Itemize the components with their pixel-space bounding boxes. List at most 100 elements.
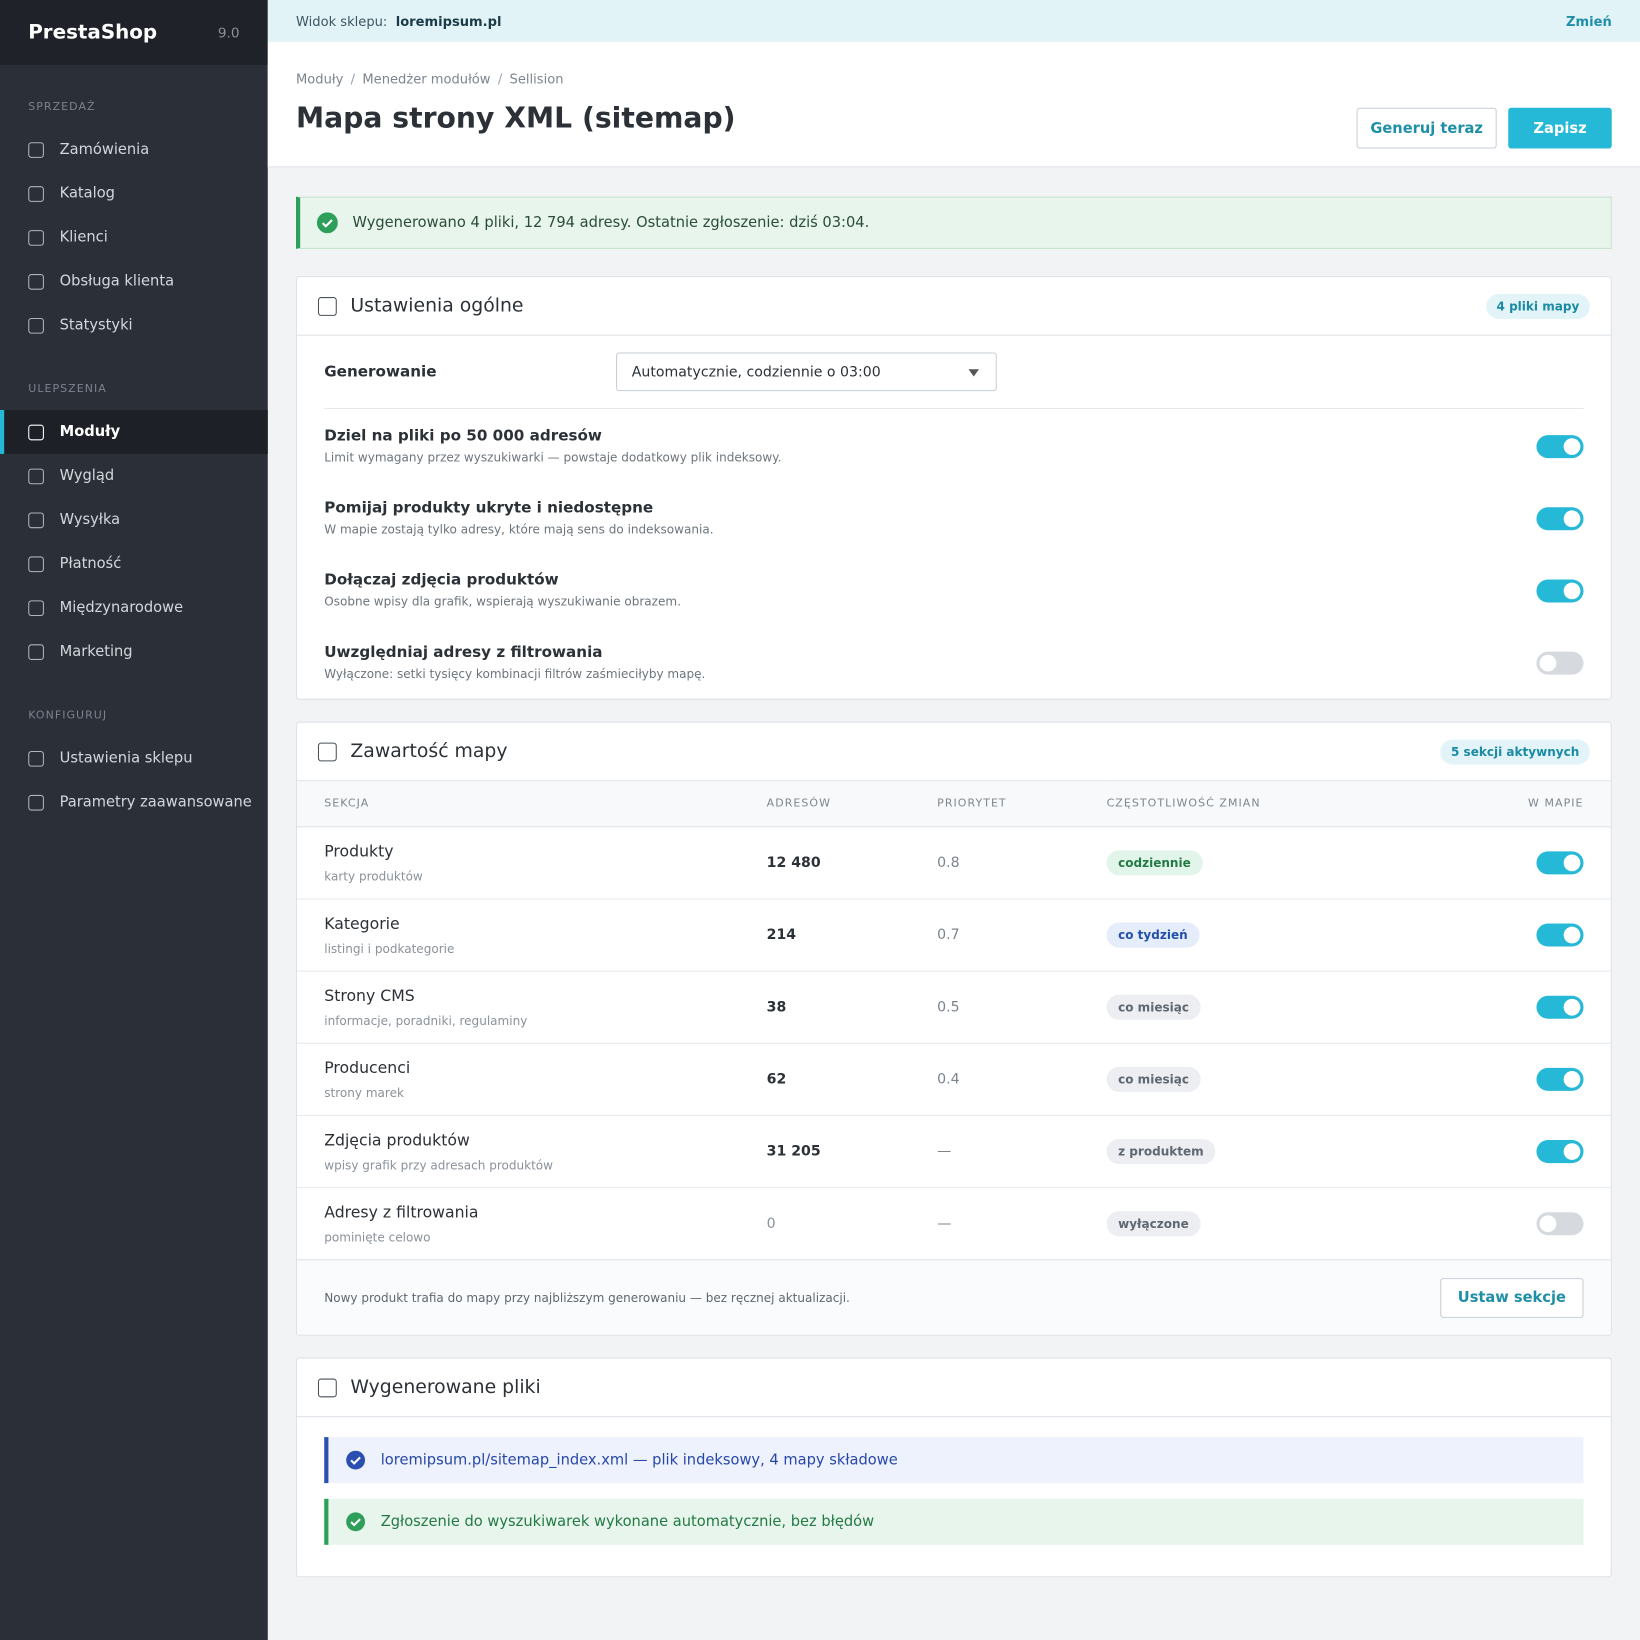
section-name: Adresy z filtrowania xyxy=(324,1202,479,1222)
menu-item[interactable]: Międzynarodowe xyxy=(0,586,268,630)
check-icon xyxy=(346,1450,366,1470)
toggle[interactable] xyxy=(1536,1211,1584,1235)
menu-label: Moduły xyxy=(59,423,121,441)
card-header: Zawartość mapy 5 sekcji aktywnych xyxy=(297,723,1611,782)
sections-button[interactable]: Ustaw sekcje xyxy=(1440,1277,1584,1318)
option-title: Uwzględniaj adresy z filtrowania xyxy=(324,644,603,662)
option-title: Pomijaj produkty ukryte i niedostępne xyxy=(324,499,654,517)
section-cell: Zdjęcia produktów wpisy grafik przy adres… xyxy=(297,1114,766,1188)
brand[interactable]: PrestaShop xyxy=(28,20,158,44)
menu-icon xyxy=(28,141,44,158)
section-desc: wpisy grafik przy adresach produktów xyxy=(324,1157,554,1172)
menu-icon xyxy=(28,643,44,660)
general-card: Ustawienia ogólne 4 pliki mapy Generowan… xyxy=(295,276,1612,700)
urls-cell: 214 xyxy=(765,898,937,972)
menu-item[interactable]: Statystyki xyxy=(0,303,268,347)
frequency-pill: codziennie xyxy=(1106,849,1203,875)
menu-icon xyxy=(28,794,44,811)
frequency-cell: co miesiąc xyxy=(1105,970,1435,1044)
menu-label: Wygląd xyxy=(59,467,115,485)
menu-label: Obsługa klienta xyxy=(59,272,175,290)
card-icon xyxy=(317,1377,337,1397)
menu-label: Parametry zaawansowane xyxy=(59,793,252,811)
urls-cell: 31 205 xyxy=(765,1114,937,1188)
toggle-cell xyxy=(1434,898,1611,972)
menu-item[interactable]: Moduły xyxy=(0,410,268,454)
menu-item[interactable]: Ustawienia sklepu xyxy=(0,736,268,780)
shop-link[interactable]: loremipsum.pl xyxy=(395,13,502,29)
menu-item[interactable]: Obsługa klienta xyxy=(0,259,268,303)
option-desc: Osobne wpisy dla grafik, wspierają wyszu… xyxy=(324,594,681,609)
column-header: CZĘSTOTLIWOŚĆ ZMIAN xyxy=(1105,781,1435,827)
toggle[interactable] xyxy=(1536,578,1584,602)
sidebar: PrestaShop 9.0 SPRZEDAŻ Zamówienia Katalog… xyxy=(0,0,268,1640)
card-header: Ustawienia ogólne 4 pliki mapy xyxy=(297,277,1611,336)
toggle-cell xyxy=(1434,826,1611,899)
menu-item[interactable]: Zamówienia xyxy=(0,128,268,172)
page-header: ModułyMenedżer modułówSellision Mapa str… xyxy=(267,41,1640,168)
generation-select[interactable]: Automatycznie, codziennie o 03:00 xyxy=(616,352,997,392)
toggle[interactable] xyxy=(1536,995,1584,1019)
urls-cell: 38 xyxy=(765,970,937,1044)
files-card: Wygenerowane pliki loremipsum.pl/sitemap… xyxy=(295,1357,1612,1578)
table-row: Producenci strony marek 62 0.4 co miesiąc xyxy=(297,1042,1611,1116)
frequency-cell: z produktem xyxy=(1105,1114,1435,1188)
priority-cell: 0.4 xyxy=(936,1042,1106,1116)
change-link[interactable]: Zmień xyxy=(1566,13,1612,29)
save-button[interactable]: Zapisz xyxy=(1508,107,1612,149)
menu-icon xyxy=(28,273,44,290)
option-row: Pomijaj produkty ukryte i niedostępne W m… xyxy=(324,482,1584,554)
menu-label: Międzynarodowe xyxy=(59,599,184,617)
section-cell: Adresy z filtrowania pominięte celowo xyxy=(297,1187,766,1259)
menu-label: Marketing xyxy=(59,643,133,660)
breadcrumb-item[interactable]: Menedżer modułów xyxy=(343,71,490,87)
breadcrumb-item[interactable]: Sellision xyxy=(491,71,564,87)
option-row: Uwzględniaj adresy z filtrowania Wyłączon… xyxy=(324,627,1584,699)
menu-icon xyxy=(28,555,44,572)
section-name: Producenci xyxy=(324,1057,411,1077)
section-cell: Produkty karty produktów xyxy=(297,826,766,899)
generate-button[interactable]: Generuj teraz xyxy=(1356,107,1497,149)
breadcrumb-item[interactable]: Moduły xyxy=(295,71,344,87)
toggle-cell xyxy=(1434,1114,1611,1188)
option-text: Dziel na pliki po 50 000 adresów Limit wy… xyxy=(324,428,1536,465)
alert-text: Wygenerowano 4 pliki, 12 794 adresy. Ost… xyxy=(352,214,870,232)
toggle[interactable] xyxy=(1536,434,1584,458)
toggle[interactable] xyxy=(1536,1139,1584,1163)
toggle[interactable] xyxy=(1536,651,1584,675)
menu-item[interactable]: Klienci xyxy=(0,215,268,259)
menu-item[interactable]: Wygląd xyxy=(0,454,268,498)
notices: loremipsum.pl/sitemap_index.xml — plik i… xyxy=(297,1417,1611,1576)
section-name: Strony CMS xyxy=(324,985,415,1005)
menu-item[interactable]: Katalog xyxy=(0,172,268,216)
column-header: ADRESÓW xyxy=(765,781,937,827)
toggle[interactable] xyxy=(1536,506,1584,530)
toggle[interactable] xyxy=(1536,850,1584,874)
section-cell: Producenci strony marek xyxy=(297,1042,766,1116)
card-title: Ustawienia ogólne xyxy=(350,294,524,317)
notice-text[interactable]: loremipsum.pl/sitemap_index.xml — plik i… xyxy=(380,1451,898,1469)
check-icon xyxy=(316,212,338,234)
card-title: Wygenerowane pliki xyxy=(350,1376,541,1399)
frequency-pill: co miesiąc xyxy=(1106,1066,1201,1092)
menu-group-title: ULEPSZENIA xyxy=(28,382,107,396)
option-desc: Limit wymagany przez wyszukiwarki — pows… xyxy=(324,449,782,465)
table-row: Strony CMS informacje, poradniki, regulam… xyxy=(297,970,1611,1044)
menu-item[interactable]: Wysyłka xyxy=(0,498,268,542)
frequency-pill: co tydzień xyxy=(1106,921,1200,948)
toggle[interactable] xyxy=(1536,923,1584,947)
menu-label: Wysyłka xyxy=(59,511,121,529)
menu-item[interactable]: Płatność xyxy=(0,542,268,586)
page-title: Mapa strony XML (sitemap) xyxy=(295,102,736,135)
column-header: PRIORYTET xyxy=(936,781,1106,827)
menu-item[interactable]: Parametry zaawansowane xyxy=(0,780,268,824)
priority-cell: 0.8 xyxy=(936,826,1106,899)
option-row: Dołączaj zdjęcia produktów Osobne wpisy d… xyxy=(324,554,1584,626)
menu-icon xyxy=(28,229,44,246)
sections-table: SEKCJA ADRESÓW PRIORYTET CZĘSTOTLIWOŚĆ ZMIA… xyxy=(297,781,1611,1259)
menu-item[interactable]: Marketing xyxy=(0,630,268,674)
option-desc: Wyłączone: setki tysięcy kombinacji filt… xyxy=(324,666,706,681)
table-row: Zdjęcia produktów wpisy grafik przy adres… xyxy=(297,1114,1611,1188)
toggle[interactable] xyxy=(1536,1067,1584,1091)
